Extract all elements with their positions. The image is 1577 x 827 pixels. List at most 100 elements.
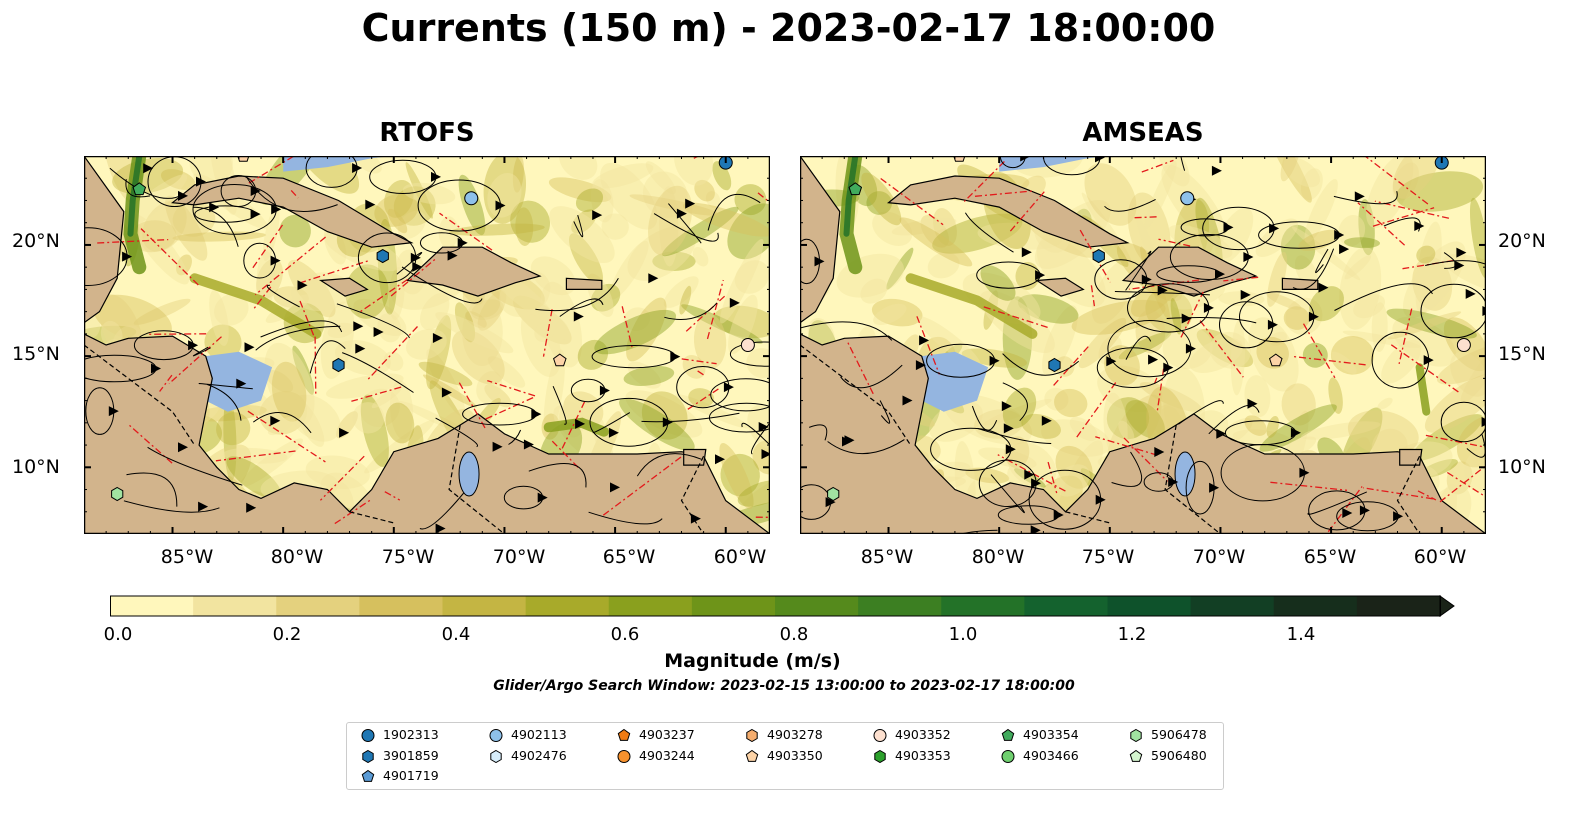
legend-label: 5906480 [1151, 747, 1207, 763]
colorbar-segment [359, 596, 444, 616]
colorbar-tick-label: 0.2 [272, 624, 302, 645]
hexagon-marker-icon [490, 749, 502, 763]
shelf-water [283, 156, 394, 172]
lat-tick-label: 10°N [1498, 456, 1546, 478]
shelf-water [999, 156, 1110, 172]
legend-label: 4903354 [1023, 727, 1079, 742]
float-marker [553, 353, 567, 367]
colorbar-tick-label: 1.4 [1286, 624, 1316, 645]
colorbar-tick-label: 0.8 [779, 624, 809, 645]
map-rtofs [84, 156, 770, 534]
legend-item: 4903354 [1001, 727, 1079, 743]
lat-tick-label: 15°N [1498, 343, 1546, 365]
figure-title: Currents (150 m) - 2023-02-17 18:00:00 [361, 6, 1216, 50]
colorbar-segment [691, 596, 776, 616]
hexagon-marker-icon [1130, 728, 1142, 742]
colorbar-segment [858, 596, 942, 616]
lon-tick-label: 65°W [602, 546, 656, 568]
float-marker [1269, 353, 1283, 367]
land [405, 246, 542, 297]
lat-tick-label: 10°N [12, 456, 60, 478]
legend-item: 4903466 [1001, 748, 1079, 764]
current-core [1415, 363, 1431, 416]
pentagon-marker-icon [745, 749, 759, 762]
legend-label: 4903278 [767, 727, 823, 742]
pentagon-marker-icon [1129, 749, 1143, 762]
legend-label: 4903352 [895, 727, 951, 742]
legend-item: 4902476 [489, 748, 567, 764]
legend: 1902313 3901859 4901719 4902113 4902476 49032… [346, 722, 1224, 790]
lon-tick-label: 70°W [1192, 546, 1246, 568]
legend-label: 4901719 [383, 768, 439, 783]
legend-label: 4903466 [1023, 747, 1079, 763]
legend-item: 4903237 [617, 727, 695, 743]
float-marker [827, 486, 840, 502]
colorbar-frame [110, 595, 1441, 617]
float-marker [237, 156, 250, 162]
eez-boundaries [97, 156, 770, 525]
tick-marks [800, 156, 1486, 534]
legend-item: 3901859 [361, 748, 439, 764]
colorbar-segment [442, 596, 527, 616]
colorbar-segment [525, 596, 610, 616]
land [318, 277, 369, 297]
legend-label: 5906478 [1151, 727, 1207, 742]
lon-tick-label: 70°W [492, 546, 546, 568]
lake [458, 451, 480, 497]
land [1121, 246, 1258, 297]
panel-title-rtofs: RTOFS [379, 118, 475, 148]
colorbar-segment [1107, 596, 1192, 616]
legend-item: 4903244 [617, 748, 695, 764]
pentagon-marker-icon [1001, 728, 1015, 741]
colorbar-segment [1356, 596, 1441, 616]
pentagon-marker-icon [361, 769, 375, 782]
legend-item: 5906478 [1129, 727, 1207, 743]
lon-tick-label: 85°W [160, 546, 214, 568]
colorbar-segment [1190, 596, 1275, 616]
streamlines [84, 156, 770, 534]
land [1034, 277, 1085, 297]
circle-marker-icon [489, 729, 503, 742]
colorbar [110, 595, 1455, 617]
legend-label: 4902113 [511, 727, 567, 742]
float-marker [464, 191, 479, 206]
legend-item: 4901719 [361, 768, 439, 784]
lat-tick-label: 20°N [1498, 230, 1546, 252]
colorbar-segment [608, 596, 693, 616]
pentagon-marker-icon [617, 728, 631, 741]
float-marker [953, 156, 966, 162]
colorbar-tick-label: 1.2 [1117, 624, 1147, 645]
lon-tick-label: 75°W [1081, 546, 1135, 568]
legend-item: 4903352 [873, 727, 951, 743]
float-marker [332, 357, 345, 373]
legend-item: 5906480 [1129, 748, 1207, 764]
legend-label: 4902476 [511, 747, 567, 763]
lat-tick-label: 15°N [12, 343, 60, 365]
hexagon-marker-icon [362, 749, 374, 763]
hexagon-marker-icon [746, 728, 758, 742]
current-core [127, 156, 143, 237]
colorbar-segment [941, 596, 1025, 616]
map-amseas [800, 156, 1486, 534]
map-frame [84, 156, 770, 534]
colorbar-segment [193, 596, 277, 616]
float-marker [376, 249, 389, 264]
current-core [843, 156, 859, 237]
colorbar-segment [110, 596, 194, 616]
streamlines [800, 156, 1486, 534]
panel-title-amseas: AMSEAS [1082, 118, 1204, 148]
country-borders [800, 344, 1421, 534]
colorbar-tick-label: 0.4 [441, 624, 471, 645]
float-marker [1456, 338, 1471, 352]
circle-marker-icon [617, 749, 631, 763]
colorbar-tick-label: 0.6 [610, 624, 640, 645]
float-marker [132, 182, 147, 196]
lon-tick-label: 80°W [270, 546, 324, 568]
lat-tick-label: 20°N [12, 230, 60, 252]
lon-tick-label: 85°W [860, 546, 914, 568]
lon-tick-label: 60°W [1413, 546, 1467, 568]
legend-item: 4903353 [873, 748, 951, 764]
land [886, 175, 1130, 248]
legend-label: 3901859 [383, 747, 439, 763]
eez-boundaries [846, 156, 1486, 533]
